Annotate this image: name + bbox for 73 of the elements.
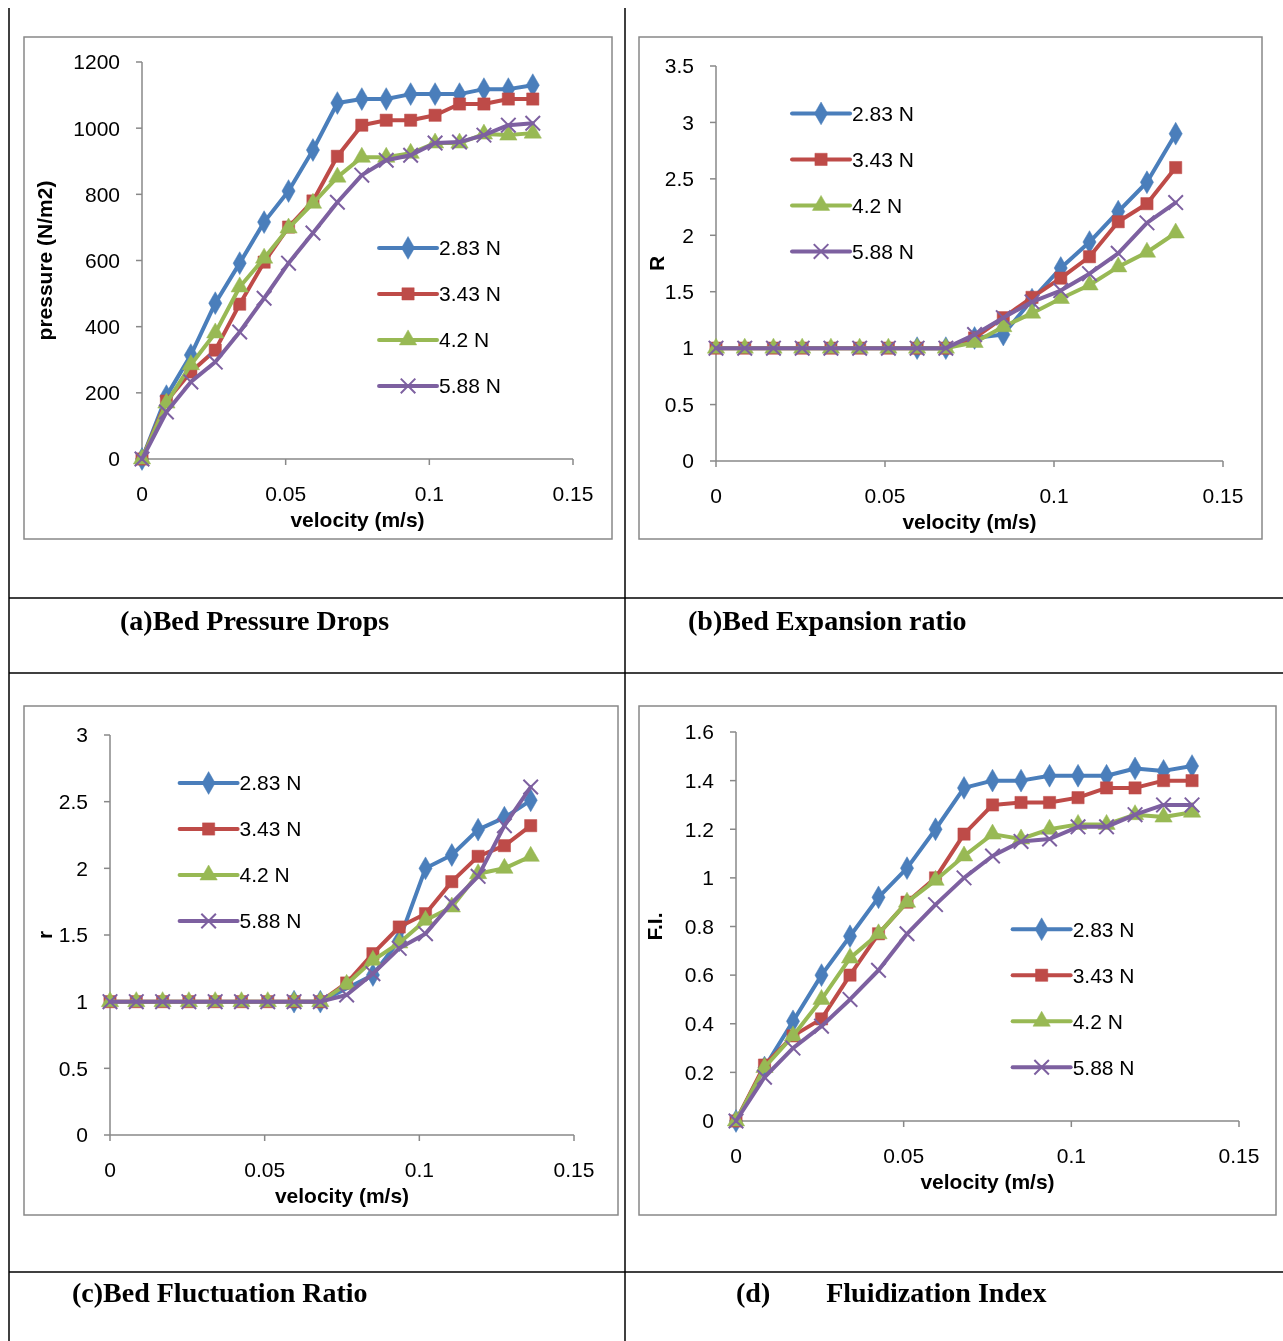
x-tick-label: 0.1 (404, 1158, 434, 1181)
y-tick-label: 1 (682, 336, 694, 360)
legend-label: 2.83 N (852, 101, 914, 125)
y-tick-label: 1200 (73, 50, 120, 74)
y-tick-label: 0 (108, 447, 120, 471)
y-tick-label: 0.8 (684, 914, 714, 938)
y-tick-label: 2 (682, 223, 694, 247)
y-tick-label: 1.2 (684, 817, 714, 841)
x-tick-label: 0.05 (864, 484, 906, 507)
legend-label: 4.2 N (1072, 1009, 1123, 1033)
legend-label: 2.83 N (1072, 917, 1135, 941)
y-tick-label: 2.5 (664, 167, 694, 191)
legend-label: 4.2 N (852, 193, 903, 217)
y-tick-label: 3 (682, 110, 694, 134)
x-axis-title: velocity (m/s) (920, 1170, 1055, 1193)
x-axis-title: velocity (m/s) (274, 1184, 410, 1207)
y-tick-label: 1 (76, 990, 88, 1014)
x-tick-label: 0 (136, 482, 148, 505)
y-tick-label: 1000 (73, 116, 120, 140)
x-tick-label: 0 (730, 1144, 742, 1167)
text: (d) Fluidization Index (736, 1276, 1047, 1308)
legend-label: 2.83 N (239, 771, 302, 795)
y-tick-label: 0 (76, 1123, 88, 1147)
x-axis-title: velocity (m/s) (902, 510, 1037, 533)
x-tick-label: 0.1 (1056, 1144, 1086, 1167)
y-tick-label: 0.4 (684, 1012, 715, 1036)
y-tick-label: 0.6 (684, 963, 714, 987)
legend-label: 4.2 N (439, 328, 490, 352)
y-tick-label: 1.4 (684, 768, 715, 792)
legend-label: 5.88 N (439, 374, 501, 398)
y-tick-label: 400 (84, 315, 120, 339)
y-tick-label: 1.6 (684, 720, 714, 744)
legend-label: 3.43 N (1072, 963, 1135, 987)
x-tick-label: 0.15 (553, 1158, 595, 1181)
legend-label: 5.88 N (852, 239, 914, 263)
y-tick-label: 2.5 (58, 790, 88, 814)
legend-label: 2.83 N (439, 236, 501, 260)
text: (b)Bed Expansion ratio (688, 604, 967, 636)
x-tick-label: 0.05 (265, 482, 307, 505)
text: (c)Bed Fluctuation Ratio (72, 1276, 368, 1308)
legend-label: 3.43 N (439, 282, 501, 306)
x-tick-label: 0.15 (1218, 1144, 1260, 1167)
x-tick-label: 0.15 (1202, 484, 1244, 507)
y-tick-label: 0.5 (58, 1056, 88, 1080)
x-tick-label: 0.1 (1039, 484, 1069, 507)
text: (a)Bed Pressure Drops (120, 604, 390, 636)
y-tick-label: 3.5 (664, 54, 694, 78)
y-axis-title: R (645, 255, 668, 272)
y-tick-label: 800 (84, 182, 120, 206)
y-tick-label: 0 (702, 1109, 714, 1133)
legend-label: 3.43 N (852, 147, 914, 171)
legend-label: 5.88 N (239, 909, 302, 933)
y-tick-label: 3 (76, 723, 88, 747)
y-axis-title: r (33, 930, 56, 940)
y-tick-label: 200 (84, 381, 120, 405)
y-axis-title: F.I. (643, 912, 666, 941)
y-tick-label: 0.5 (664, 392, 694, 416)
y-tick-label: 1.5 (58, 923, 88, 947)
legend-label: 3.43 N (239, 817, 302, 841)
y-tick-label: 1 (702, 866, 714, 890)
x-tick-label: 0.15 (552, 482, 594, 505)
legend-label: 5.88 N (1072, 1055, 1135, 1079)
x-axis-title: velocity (m/s) (290, 508, 425, 531)
y-tick-label: 600 (84, 248, 120, 272)
y-tick-label: 1.5 (664, 280, 694, 304)
y-tick-label: 0.2 (684, 1060, 714, 1084)
y-axis-title: pressure (N/m2) (33, 180, 56, 341)
legend-label: 4.2 N (239, 863, 290, 887)
y-tick-label: 2 (76, 856, 88, 880)
x-tick-label: 0.05 (244, 1158, 286, 1181)
x-tick-label: 0.05 (883, 1144, 925, 1167)
x-tick-label: 0.1 (414, 482, 444, 505)
y-tick-label: 0 (682, 449, 694, 473)
